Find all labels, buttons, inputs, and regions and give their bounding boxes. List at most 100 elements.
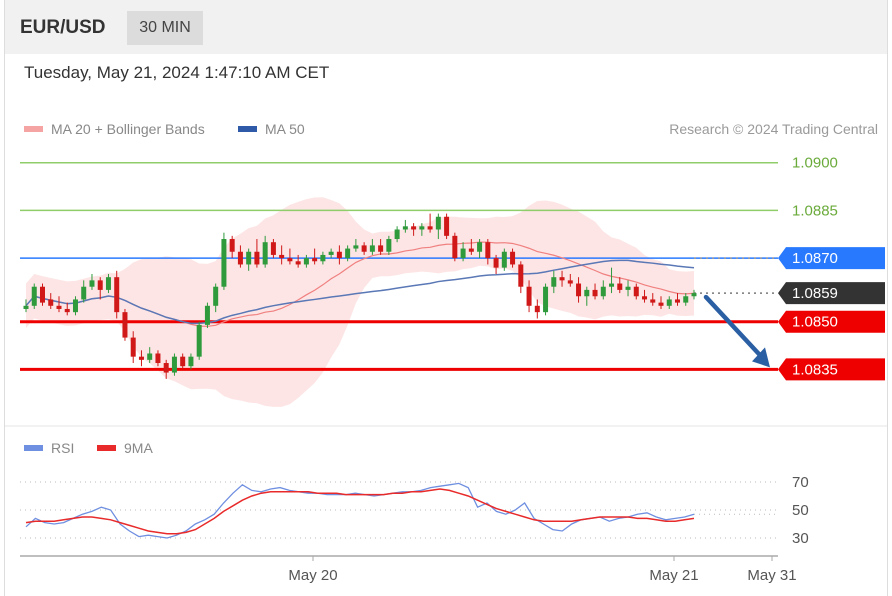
timeframe-button[interactable]: 30 MIN <box>127 11 203 45</box>
candle-body <box>543 286 549 313</box>
candle-body <box>188 356 194 367</box>
candle-body <box>378 245 384 252</box>
candle-body <box>460 248 466 259</box>
time-tick-label: May 31 <box>747 567 796 584</box>
candle-body <box>31 286 37 306</box>
candle-body <box>180 356 186 367</box>
candle-body <box>345 248 351 259</box>
candle-body <box>691 293 697 297</box>
candle-body <box>48 299 54 306</box>
candle-body <box>567 280 573 284</box>
candle-body <box>114 277 120 313</box>
candle-body <box>526 286 532 306</box>
forecast-arrow-shaft <box>703 294 766 361</box>
legend-ma20-label: MA 20 + Bollinger Bands <box>51 121 205 137</box>
candle-body <box>64 308 70 313</box>
candle-body <box>97 280 103 290</box>
candle-body <box>163 363 169 373</box>
candle-body <box>279 254 285 259</box>
candle-body <box>295 261 301 265</box>
candle-body <box>427 226 433 230</box>
candle-body <box>650 299 656 303</box>
chart-datetime: Tuesday, May 21, 2024 1:47:10 AM CET <box>24 63 330 82</box>
candle-body <box>501 251 507 268</box>
candle-body <box>419 226 425 230</box>
candle-body <box>394 229 400 240</box>
candle-body <box>303 258 309 265</box>
rsi-ma-line <box>25 488 695 535</box>
time-tick-label: May 21 <box>649 567 698 584</box>
candle-body <box>147 353 153 360</box>
candle-body <box>361 245 367 252</box>
pivot-label: 1.0870 <box>792 250 838 267</box>
candle-body <box>353 245 359 249</box>
candle-body <box>122 312 128 338</box>
candle-body <box>642 296 648 300</box>
bollinger-band <box>26 197 694 407</box>
candle-body <box>477 242 483 252</box>
candle-body <box>510 251 516 265</box>
candle-body <box>204 305 210 325</box>
candle-body <box>155 353 161 364</box>
legend-ma50: MA 50 <box>238 121 305 137</box>
rsi-tick-label: 70 <box>792 474 809 491</box>
9ma-swatch <box>97 445 116 452</box>
candle-body <box>675 299 681 303</box>
candle-body <box>171 356 177 373</box>
legend-rsi-label: RSI <box>51 440 75 456</box>
candle-body <box>485 242 491 259</box>
candle-body <box>633 286 639 297</box>
candle-body <box>105 277 111 290</box>
support-label: 1.0835 <box>792 361 838 378</box>
candle-body <box>625 286 631 290</box>
candle-body <box>617 283 623 290</box>
resistance-label: 1.0885 <box>792 202 838 219</box>
candle-body <box>435 216 441 230</box>
forecast-arrow-head <box>752 347 770 368</box>
candle-body <box>551 277 557 287</box>
candle-body <box>576 283 582 297</box>
candle-body <box>39 286 45 303</box>
legend-ma50-label: MA 50 <box>265 121 305 137</box>
candle-body <box>213 286 219 306</box>
legend-ma20: MA 20 + Bollinger Bands <box>24 121 205 137</box>
candle-body <box>270 242 276 255</box>
candle-body <box>452 235 458 259</box>
support-label-box <box>778 358 885 381</box>
candle-body <box>81 286 87 300</box>
ma20-swatch <box>24 126 43 133</box>
resistance-label: 1.0900 <box>792 155 838 172</box>
candle-body <box>287 258 293 262</box>
candle-body <box>130 337 136 357</box>
candle-body <box>237 251 243 265</box>
candle-body <box>493 258 499 268</box>
candle-body <box>666 299 672 306</box>
rsi-tick-label: 30 <box>792 530 809 547</box>
candle-body <box>229 239 235 252</box>
candle-body <box>23 305 29 309</box>
ma50-swatch <box>238 126 257 133</box>
candle-body <box>328 251 334 255</box>
candle-body <box>584 289 590 297</box>
candle-body <box>89 280 95 287</box>
candle-body <box>559 277 565 281</box>
legend-9ma: 9MA <box>97 440 153 456</box>
support-label-box <box>778 310 885 333</box>
ma50-line <box>25 259 695 325</box>
candle-body <box>658 302 664 306</box>
time-tick-label: May 20 <box>288 567 337 584</box>
candle-body <box>138 356 144 360</box>
candle-body <box>56 305 62 309</box>
candle-body <box>609 283 615 287</box>
candle-body <box>312 258 318 262</box>
candle-body <box>518 264 524 287</box>
candle-body <box>196 324 202 357</box>
research-credit: Research © 2024 Trading Central <box>669 121 878 137</box>
rsi-tick-label: 50 <box>792 502 809 519</box>
rsi-line <box>25 482 695 539</box>
candle-body <box>320 254 326 262</box>
candle-body <box>468 248 474 252</box>
candle-body <box>402 226 408 230</box>
candle-body <box>592 289 598 297</box>
